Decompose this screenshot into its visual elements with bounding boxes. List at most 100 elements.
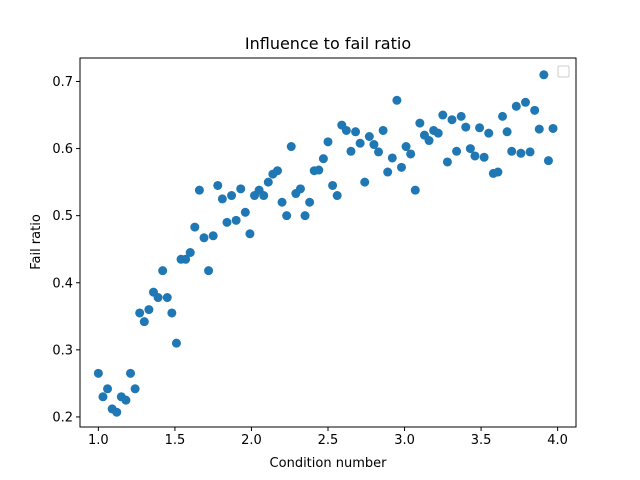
data-point: [341, 125, 351, 135]
y-tick-label: 0.2: [52, 410, 73, 425]
data-point: [199, 233, 209, 243]
y-tick-label: 0.5: [52, 209, 73, 224]
data-point: [442, 157, 452, 167]
data-point: [332, 191, 342, 201]
x-axis-label: Condition number: [270, 456, 388, 471]
data-point: [438, 110, 448, 120]
legend-box: [557, 65, 570, 78]
data-point: [406, 149, 416, 159]
data-point: [543, 156, 553, 166]
data-point: [433, 128, 443, 138]
y-axis-ticks: 0.2 0.3 0.4 0.5 0.6 0.7: [52, 75, 80, 425]
data-point: [272, 166, 282, 176]
data-point: [534, 124, 544, 134]
data-point: [452, 146, 462, 156]
data-point: [318, 154, 328, 164]
data-point: [236, 184, 246, 194]
data-point: [511, 101, 521, 111]
data-point: [144, 305, 154, 315]
y-tick-label: 0.6: [52, 142, 73, 157]
data-point: [461, 122, 471, 132]
x-tick-label: 1.0: [88, 433, 109, 448]
data-point: [158, 266, 168, 276]
y-tick-label: 0.4: [52, 276, 73, 291]
data-point: [231, 215, 241, 225]
data-point: [530, 105, 540, 115]
data-point: [217, 194, 227, 204]
data-point: [98, 392, 108, 402]
data-point: [392, 95, 402, 105]
data-point: [282, 211, 292, 221]
data-point: [520, 97, 530, 107]
data-point: [374, 147, 384, 157]
scatter-points: [93, 70, 558, 417]
data-point: [300, 211, 310, 221]
data-point: [227, 191, 237, 201]
data-point: [539, 70, 549, 80]
chart-title: Influence to fail ratio: [245, 34, 411, 53]
data-point: [259, 191, 269, 201]
data-point: [139, 317, 149, 327]
data-point: [222, 217, 232, 227]
data-point: [456, 111, 466, 121]
data-point: [286, 142, 296, 152]
x-tick-label: 4.0: [547, 433, 568, 448]
data-point: [369, 140, 379, 150]
data-point: [185, 248, 195, 258]
data-point: [424, 136, 434, 146]
data-point: [401, 142, 411, 152]
data-point: [208, 231, 218, 241]
data-point: [484, 128, 494, 138]
data-point: [277, 197, 287, 207]
x-tick-label: 2.0: [241, 433, 262, 448]
data-point: [396, 162, 406, 172]
data-point: [121, 395, 131, 405]
data-point: [263, 177, 273, 187]
data-point: [112, 407, 122, 417]
data-point: [351, 127, 361, 137]
data-point: [383, 167, 393, 177]
data-point: [194, 185, 204, 195]
data-point: [181, 254, 191, 264]
y-tick-label: 0.3: [52, 343, 73, 358]
data-point: [364, 132, 374, 141]
data-point: [470, 151, 480, 161]
data-point: [240, 207, 250, 217]
y-axis-label: Fail ratio: [29, 214, 44, 270]
data-point: [314, 165, 324, 175]
data-point: [447, 115, 457, 125]
x-tick-label: 1.5: [165, 433, 186, 448]
y-tick-label: 0.7: [52, 75, 73, 90]
data-point: [410, 185, 420, 195]
plot-frame: [79, 57, 577, 428]
x-axis-ticks: 1.0 1.5 2.0 2.5 3.0 3.5 4.0: [88, 427, 568, 448]
data-point: [295, 184, 305, 194]
plot-area: [80, 58, 576, 427]
data-point: [548, 123, 558, 133]
data-point: [387, 153, 397, 163]
data-point: [93, 368, 103, 378]
data-point: [502, 127, 512, 137]
data-point: [378, 125, 388, 135]
data-point: [355, 138, 365, 148]
data-point: [190, 222, 200, 232]
data-point: [360, 177, 370, 187]
data-point: [245, 229, 255, 239]
data-point: [130, 384, 140, 394]
data-point: [167, 308, 177, 318]
x-tick-label: 3.5: [471, 433, 492, 448]
data-point: [305, 197, 315, 207]
data-point: [415, 118, 425, 128]
data-point: [475, 123, 485, 133]
data-point: [126, 368, 136, 378]
data-point: [507, 146, 517, 156]
x-tick-label: 2.5: [318, 433, 339, 448]
data-point: [516, 148, 526, 158]
data-point: [498, 111, 508, 121]
data-point: [346, 146, 356, 156]
data-point: [162, 293, 172, 303]
x-tick-label: 3.0: [394, 433, 415, 448]
data-point: [328, 180, 338, 190]
data-point: [525, 147, 535, 157]
